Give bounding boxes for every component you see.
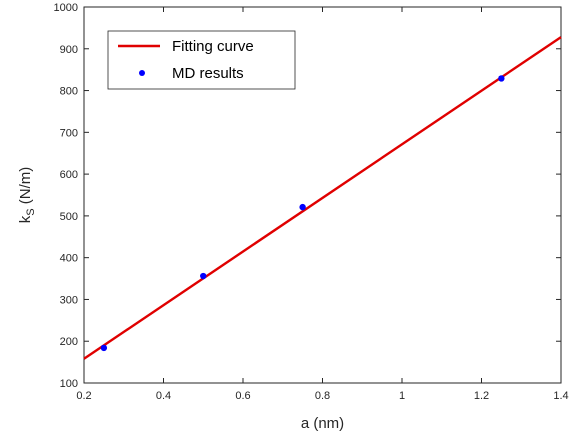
y-axis-label-subscript: S	[25, 208, 37, 215]
y-axis-label-unit: (N/m)	[17, 167, 34, 209]
fitting-curve-line	[83, 36, 562, 360]
md-result-point	[299, 203, 306, 211]
legend-md-results-label: MD results	[172, 65, 244, 82]
x-axis-ticks: 0.2 0.4 0.6 0.8 1 1.2 1.4	[76, 7, 569, 402]
y-tick-label: 600	[60, 169, 78, 181]
y-tick-label: 400	[60, 253, 78, 265]
md-result-point	[498, 75, 505, 82]
md-result-point	[200, 272, 207, 280]
md-result-point	[100, 344, 108, 352]
y-tick-label: 100	[60, 378, 78, 390]
legend-fitting-curve-label: Fitting curve	[172, 38, 254, 55]
y-tick-label: 1000	[54, 2, 78, 14]
x-tick-label: 0.6	[235, 390, 250, 402]
x-tick-label: 1	[399, 390, 405, 402]
y-axis-label-main: k	[17, 215, 34, 223]
y-tick-label: 900	[60, 44, 78, 56]
x-axis-label: a (nm)	[301, 415, 344, 432]
y-axis-ticks: 100 200 300 400 500 600 700 800 900 1000	[54, 2, 561, 390]
x-tick-label: 0.2	[76, 390, 91, 402]
md-results-points	[100, 75, 505, 352]
legend-box	[107, 30, 296, 90]
x-tick-label: 1.2	[474, 390, 489, 402]
y-tick-label: 800	[60, 86, 78, 98]
y-axis-label: kS (N/m)	[17, 167, 37, 224]
x-tick-label: 1.4	[553, 390, 568, 402]
y-tick-label: 700	[60, 127, 78, 139]
x-tick-label: 0.4	[156, 390, 171, 402]
y-tick-label: 500	[60, 211, 78, 223]
legend: Fitting curve MD results	[107, 30, 296, 90]
y-tick-label: 200	[60, 336, 78, 348]
x-tick-label: 0.8	[315, 390, 330, 402]
y-tick-label: 300	[60, 294, 78, 306]
legend-md-results-swatch	[139, 70, 145, 76]
